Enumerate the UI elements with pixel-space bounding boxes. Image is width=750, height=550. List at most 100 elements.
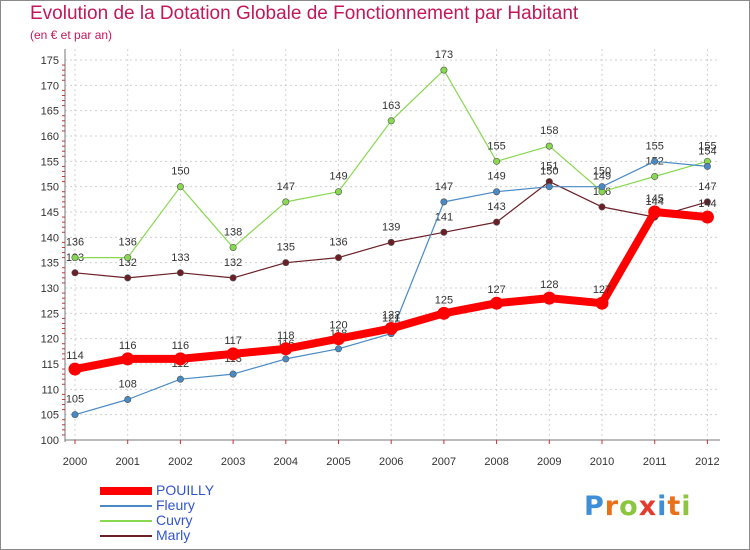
data-label-fleury: 149 <box>487 171 505 183</box>
x-tick-label: 2003 <box>221 456 245 468</box>
logo-letter: r <box>604 491 620 522</box>
point-marly <box>124 274 132 282</box>
x-tick-label: 2009 <box>537 456 561 468</box>
point-fleury <box>651 157 659 165</box>
legend-label: Cuvry <box>156 512 193 528</box>
data-label-pouilly: 116 <box>172 340 190 352</box>
data-label-cuvry: 155 <box>698 140 716 152</box>
y-tick-label: 170 <box>41 80 59 92</box>
data-label-marly: 147 <box>698 181 716 193</box>
logo-letter: P <box>584 491 605 522</box>
point-marly <box>282 259 290 267</box>
data-label-marly: 132 <box>224 257 242 269</box>
x-tick-label: 2004 <box>274 456 298 468</box>
point-cuvry <box>71 254 79 262</box>
point-pouilly <box>173 352 187 366</box>
data-label-cuvry: 136 <box>66 237 84 249</box>
data-label-cuvry: 173 <box>435 49 453 61</box>
point-fleury <box>334 345 342 353</box>
data-label-cuvry: 138 <box>224 226 242 238</box>
y-tick-label: 130 <box>41 283 59 295</box>
data-label-pouilly: 118 <box>277 330 295 342</box>
y-tick-label: 150 <box>41 182 59 194</box>
point-pouilly <box>542 291 556 305</box>
data-label-fleury: 121 <box>382 313 400 325</box>
x-tick-label: 2008 <box>484 456 508 468</box>
point-cuvry <box>124 254 132 262</box>
x-tick-label: 2005 <box>326 456 350 468</box>
point-fleury <box>282 355 290 363</box>
data-label-pouilly: 120 <box>329 320 347 332</box>
data-label-cuvry: 149 <box>593 171 611 183</box>
legend-swatch <box>100 487 152 495</box>
logo-letter: o <box>619 491 639 522</box>
data-label-marly: 136 <box>329 237 347 249</box>
point-pouilly <box>490 296 504 310</box>
data-label-fleury: 150 <box>593 166 611 178</box>
point-marly <box>334 254 342 262</box>
legend-label: Marly <box>156 527 191 543</box>
data-label-pouilly: 125 <box>435 294 453 306</box>
y-tick-label: 105 <box>41 410 59 422</box>
data-label-cuvry: 155 <box>487 140 505 152</box>
point-cuvry <box>176 183 184 191</box>
x-tick-label: 2010 <box>590 456 614 468</box>
point-fleury <box>229 370 237 378</box>
point-fleury <box>176 375 184 383</box>
data-label-marly: 133 <box>171 252 189 264</box>
point-cuvry <box>545 142 553 150</box>
data-label-marly: 144 <box>646 196 664 208</box>
y-tick-label: 100 <box>41 435 59 447</box>
data-label-cuvry: 163 <box>382 100 400 112</box>
point-cuvry <box>334 188 342 196</box>
point-marly <box>598 203 606 211</box>
legend-swatch <box>100 505 152 507</box>
logo-letter: t <box>667 491 682 522</box>
point-pouilly <box>437 306 451 320</box>
data-label-marly: 135 <box>277 242 295 254</box>
point-cuvry <box>651 173 659 181</box>
logo-letter: i <box>681 491 692 522</box>
point-cuvry <box>229 243 237 251</box>
point-fleury <box>703 162 711 170</box>
data-label-pouilly: 127 <box>593 284 611 296</box>
point-fleury <box>493 188 501 196</box>
point-cuvry <box>440 66 448 74</box>
x-tick-label: 2012 <box>695 456 719 468</box>
point-pouilly <box>279 342 293 356</box>
point-cuvry <box>282 198 290 206</box>
point-marly <box>493 218 501 226</box>
data-label-pouilly: 144 <box>698 198 716 210</box>
data-label-pouilly: 116 <box>119 340 137 352</box>
y-tick-label: 140 <box>41 232 59 244</box>
point-fleury <box>124 395 132 403</box>
y-tick-label: 120 <box>41 334 59 346</box>
data-label-pouilly: 145 <box>646 193 664 205</box>
data-label-cuvry: 136 <box>119 237 137 249</box>
data-label-pouilly: 122 <box>382 310 400 322</box>
data-label-cuvry: 147 <box>277 181 295 193</box>
data-label-pouilly: 117 <box>224 335 242 347</box>
logo-letter: i <box>657 491 668 522</box>
data-label-pouilly: 127 <box>487 284 505 296</box>
point-fleury <box>71 411 79 419</box>
point-cuvry <box>493 157 501 165</box>
data-label-fleury: 154 <box>698 145 716 157</box>
point-pouilly <box>648 205 662 219</box>
x-tick-label: 2006 <box>379 456 403 468</box>
y-tick-label: 125 <box>41 308 59 320</box>
y-tick-label: 165 <box>41 106 59 118</box>
data-label-fleury: 155 <box>646 140 664 152</box>
point-pouilly <box>595 296 609 310</box>
x-tick-label: 2007 <box>432 456 456 468</box>
x-tick-label: 2011 <box>643 456 667 468</box>
data-label-fleury: 108 <box>119 378 137 390</box>
chart-title: Evolution de la Dotation Globale de Fonc… <box>30 3 579 24</box>
logo-letter: x <box>638 491 658 522</box>
point-marly <box>71 269 79 277</box>
data-label-cuvry: 150 <box>171 166 189 178</box>
x-tick-label: 2000 <box>63 456 87 468</box>
legend-swatch <box>100 535 152 537</box>
data-label-fleury: 150 <box>540 166 558 178</box>
